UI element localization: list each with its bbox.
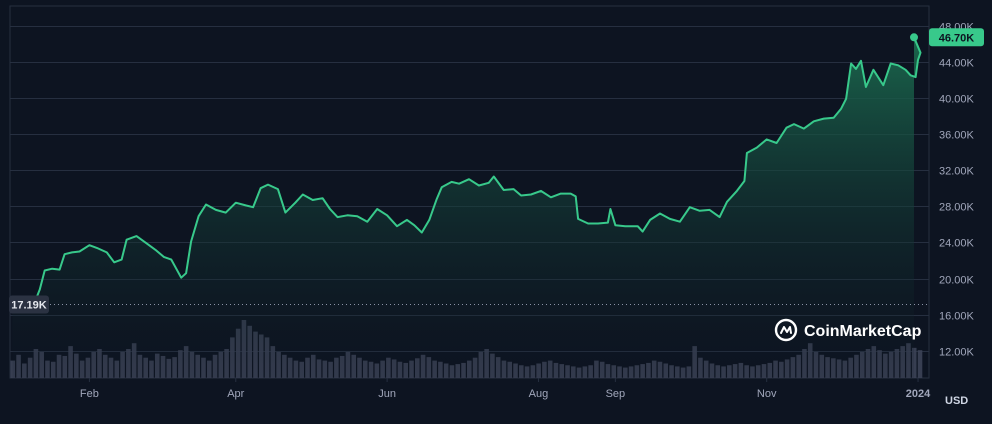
price-area-fill [12, 37, 921, 379]
current-price-dot [910, 33, 918, 42]
reference-price-badge: 17.19K [9, 295, 49, 314]
volume-bar [911, 347, 917, 378]
y-tick-label: 40.00K [939, 94, 975, 106]
x-tick-label: 2024 [906, 388, 931, 400]
y-tick-label: 16.00K [939, 311, 975, 323]
coinmarketcap-watermark: CoinMarketCap [774, 318, 922, 342]
currency-label: USD [945, 395, 968, 407]
price-line [12, 36, 922, 311]
x-tick-label: Nov [757, 388, 777, 400]
current-price-badge: 46.70K [929, 28, 984, 47]
y-tick-label: 44.00K [939, 58, 975, 70]
x-tick-label: Aug [529, 388, 549, 400]
brand-name: CoinMarketCap [804, 323, 922, 340]
x-axis: Feb Apr Jun Aug Sep Nov 2024 [80, 378, 931, 400]
price-badges: 17.19K 46.70K [9, 28, 984, 314]
x-tick-label: Sep [606, 388, 626, 400]
volume-bar [917, 350, 923, 378]
y-tick-label: 28.00K [939, 202, 975, 214]
price-area [12, 33, 922, 379]
y-tick-label: 24.00K [939, 238, 975, 250]
y-tick-label: 20.00K [939, 275, 975, 287]
y-tick-label: 36.00K [939, 130, 975, 142]
y-tick-label: 32.00K [939, 166, 975, 178]
y-tick-label: 12.00K [939, 347, 975, 359]
x-tick-label: Feb [80, 388, 99, 400]
reference-price-label: 17.19K [11, 300, 47, 312]
coinmarketcap-logo-icon [774, 318, 798, 342]
x-tick-label: Apr [227, 388, 244, 400]
x-tick-label: Jun [378, 388, 396, 400]
current-price-label: 46.70K [939, 32, 975, 44]
y-axis: 12.00K 16.00K 20.00K 24.00K 28.00K 32.00K 36.0… [939, 22, 975, 359]
